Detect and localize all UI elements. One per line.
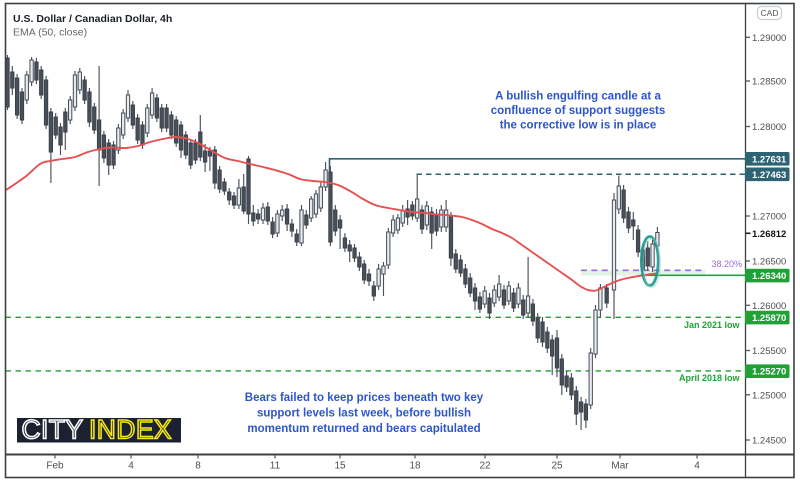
svg-text:CITY: CITY <box>22 415 84 445</box>
svg-text:the corrective low is in place: the corrective low is in place <box>500 120 657 132</box>
svg-text:Mar: Mar <box>611 461 629 472</box>
svg-text:4: 4 <box>694 461 700 472</box>
svg-text:1.25500: 1.25500 <box>752 346 786 357</box>
svg-text:1.26340: 1.26340 <box>752 271 786 282</box>
svg-text:1.29000: 1.29000 <box>752 33 786 44</box>
svg-text:1.28500: 1.28500 <box>752 77 786 88</box>
svg-text:EMA (50, close): EMA (50, close) <box>13 27 87 39</box>
svg-text:18: 18 <box>409 461 421 472</box>
svg-text:1.28000: 1.28000 <box>752 122 786 133</box>
svg-text:25: 25 <box>551 461 563 472</box>
svg-text:15: 15 <box>334 461 346 472</box>
svg-text:A bullish engulfing candle at: A bullish engulfing candle at a <box>495 91 661 103</box>
svg-text:INDEX: INDEX <box>89 415 172 445</box>
svg-text:38.20%: 38.20% <box>711 259 742 269</box>
svg-text:CAD: CAD <box>761 8 779 18</box>
svg-text:1.27000: 1.27000 <box>752 212 786 223</box>
svg-text:8: 8 <box>195 461 201 472</box>
svg-text:22: 22 <box>479 461 491 472</box>
svg-text:11: 11 <box>270 461 281 472</box>
svg-text:1.27631: 1.27631 <box>752 154 787 165</box>
svg-text:1.26812: 1.26812 <box>752 229 786 240</box>
svg-text:4: 4 <box>128 461 134 472</box>
svg-text:1.26500: 1.26500 <box>752 257 786 268</box>
svg-text:1.25000: 1.25000 <box>752 390 786 401</box>
svg-text:1.27463: 1.27463 <box>752 170 786 181</box>
svg-text:U.S. Dollar / Canadian Dollar,: U.S. Dollar / Canadian Dollar, 4h <box>13 13 172 25</box>
svg-text:Feb: Feb <box>46 461 64 472</box>
svg-text:momentum returned and bears ca: momentum returned and bears capitulated <box>247 423 480 435</box>
svg-text:1.26000: 1.26000 <box>752 301 786 312</box>
svg-text:Jan 2021 low: Jan 2021 low <box>684 320 741 330</box>
svg-text:1.25870: 1.25870 <box>752 313 786 324</box>
svg-text:confluence of support suggests: confluence of support suggests <box>491 105 665 117</box>
svg-text:Bears failed to keep prices be: Bears failed to keep prices beneath two … <box>245 392 484 404</box>
svg-text:April 2018 low: April 2018 low <box>679 373 741 383</box>
svg-text:1.24500: 1.24500 <box>752 436 786 447</box>
svg-text:1.25270: 1.25270 <box>752 367 786 378</box>
svg-text:support levels last week, befo: support levels last week, before bullish <box>257 408 471 420</box>
